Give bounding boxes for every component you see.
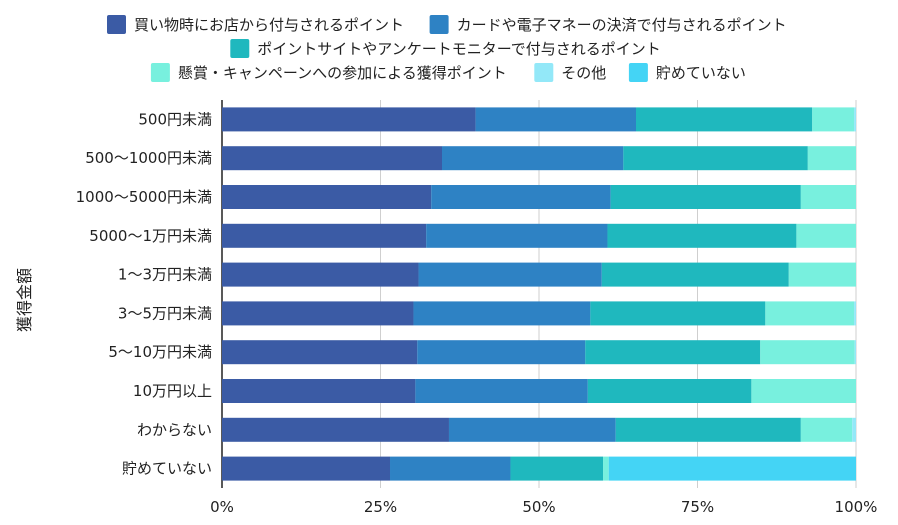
- bar-9-series-0: [222, 456, 391, 481]
- bar-8-series-1: [448, 417, 616, 442]
- category-label-9: 貯めていない: [122, 460, 212, 478]
- x-tick-label-1: 25%: [364, 498, 397, 516]
- category-label-4: 1〜3万円未満: [118, 266, 212, 284]
- x-tick-label-2: 50%: [522, 498, 555, 516]
- bar-0-series-4: [854, 107, 856, 132]
- x-tick-label-4: 100%: [835, 498, 878, 516]
- legend-label-1: カードや電子マネーの決済で付与されるポイント: [457, 16, 787, 34]
- bar-5-series-1: [413, 301, 591, 326]
- bar-8-series-0: [222, 417, 449, 442]
- bar-8-series-3: [800, 417, 853, 442]
- bar-7-series-2: [587, 379, 752, 403]
- bar-6-series-3: [760, 340, 855, 365]
- bar-3-series-0: [222, 223, 427, 248]
- bar-8-series-4: [852, 417, 856, 442]
- bar-5-series-3: [765, 301, 855, 326]
- x-tick-label-0: 0%: [210, 498, 234, 516]
- category-label-5: 3〜5万円未満: [118, 304, 212, 322]
- bar-6-series-1: [417, 340, 586, 365]
- bars: [222, 107, 856, 481]
- bar-9-series-3: [603, 456, 609, 481]
- bar-2-series-0: [222, 185, 432, 209]
- bar-2-series-1: [431, 185, 611, 209]
- bar-7-series-0: [222, 379, 416, 403]
- bar-0-series-2: [636, 107, 813, 132]
- bar-4-series-3: [788, 262, 856, 287]
- legend-swatch-5: [628, 63, 648, 82]
- bar-9-series-1: [390, 456, 511, 481]
- legend-label-5: 貯めていない: [656, 64, 746, 82]
- bar-4-series-1: [418, 262, 602, 287]
- legend-label-0: 買い物時にお店から付与されるポイント: [134, 16, 404, 34]
- bar-0-series-0: [222, 107, 476, 132]
- bar-1-series-1: [441, 146, 624, 171]
- bar-7-series-1: [415, 379, 588, 403]
- category-label-8: わからない: [137, 421, 212, 439]
- bar-0-series-1: [475, 107, 637, 132]
- legend-label-4: その他: [561, 64, 606, 82]
- legend-swatch-2: [230, 39, 250, 58]
- legend-swatch-1: [429, 15, 449, 34]
- x-axis-ticks: 0% 25% 50% 75% 100%: [210, 498, 877, 516]
- bar-8-series-2: [615, 417, 801, 442]
- bar-1-series-2: [623, 146, 808, 171]
- category-label-0: 500円未満: [138, 110, 212, 128]
- bar-7-series-3: [751, 379, 856, 403]
- category-label-6: 5〜10万円未満: [108, 343, 212, 361]
- category-label-1: 500〜1000円未満: [85, 149, 212, 167]
- bar-1-series-0: [222, 146, 442, 171]
- bar-1-series-3: [807, 146, 856, 171]
- bar-6-series-0: [222, 340, 418, 365]
- x-tick-label-3: 75%: [681, 498, 714, 516]
- bar-3-series-3: [796, 223, 856, 248]
- category-label-7: 10万円以上: [133, 382, 212, 400]
- bar-9-series-2: [510, 456, 604, 481]
- bar-6-series-2: [585, 340, 761, 365]
- bar-9-series-5: [608, 456, 856, 481]
- legend-label-3: 懸賞・キャンペーンへの参加による獲得ポイント: [178, 64, 507, 82]
- bar-3-series-2: [607, 223, 797, 248]
- bar-4-series-2: [601, 262, 789, 287]
- bar-4-series-0: [222, 262, 419, 287]
- legend: 買い物時にお店から付与されるポイント カードや電子マネーの決済で付与されるポイント…: [107, 15, 787, 82]
- legend-label-2: ポイントサイトやアンケートモニターで付与されるポイント: [257, 40, 661, 58]
- bar-6-series-4: [854, 340, 856, 365]
- bar-3-series-1: [426, 223, 608, 248]
- category-labels: 500円未満 500〜1000円未満 1000〜5000円未満 5000〜1万円未満 1…: [76, 110, 212, 477]
- bar-5-series-2: [590, 301, 766, 326]
- bar-0-series-3: [812, 107, 855, 132]
- bar-5-series-0: [222, 301, 414, 326]
- bar-2-series-2: [610, 185, 801, 209]
- legend-swatch-4: [534, 63, 554, 82]
- category-label-3: 5000〜1万円未満: [89, 227, 212, 245]
- bar-2-series-3: [800, 185, 856, 209]
- y-axis-title: 獲得金額: [15, 268, 34, 332]
- legend-swatch-3: [150, 63, 170, 82]
- legend-swatch-0: [107, 15, 126, 34]
- category-label-2: 1000〜5000円未満: [76, 188, 212, 206]
- bar-5-series-4: [854, 301, 856, 326]
